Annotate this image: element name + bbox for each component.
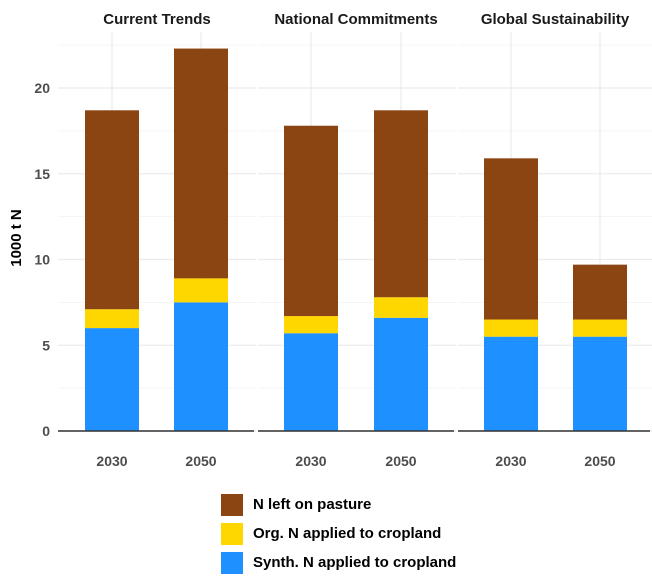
bar-global-sustainability-2050-series-0	[573, 336, 627, 431]
bar-national-commitments-2030-series-1	[284, 316, 338, 334]
legend-item-org-n: Org. N applied to cropland	[221, 519, 456, 548]
bar-current-trends-2030-series-0	[85, 328, 139, 431]
x-tick-label: 2050	[584, 453, 615, 469]
bar-global-sustainability-2050-series-1	[573, 319, 627, 337]
bar-national-commitments-2030-series-2	[284, 125, 338, 317]
y-axis-title: 1000 t N	[8, 209, 25, 267]
facet-title: Global Sustainability	[481, 11, 630, 28]
facet-title: National Commitments	[274, 11, 437, 28]
legend: N left on pasture Org. N applied to crop…	[221, 490, 456, 577]
legend-swatch-synth-n	[221, 551, 243, 574]
stacked-bar-chart: 0 5 10 15 20 1000 t N 2030 2050 Current Trends 20…	[8, 11, 652, 469]
bar-current-trends-2050-series-2	[174, 48, 228, 279]
legend-swatch-pasture	[221, 493, 243, 516]
x-tick-label: 2050	[385, 453, 416, 469]
facet-title: Current Trends	[103, 11, 211, 28]
bar-current-trends-2030-series-2	[85, 110, 139, 310]
bar-current-trends-2030-series-1	[85, 309, 139, 329]
bar-global-sustainability-2030-series-2	[484, 158, 538, 320]
legend-label-org-n: Org. N applied to cropland	[253, 525, 442, 542]
legend-label-pasture: N left on pasture	[253, 496, 372, 513]
x-tick-label: 2030	[295, 453, 326, 469]
legend-item-synth-n: Synth. N applied to cropland	[221, 548, 456, 577]
bar-national-commitments-2050-series-2	[374, 110, 428, 298]
bar-national-commitments-2050-series-1	[374, 297, 428, 318]
x-tick-label: 2050	[185, 453, 216, 469]
y-tick-label: 15	[34, 166, 50, 182]
legend-label-synth-n: Synth. N applied to cropland	[253, 554, 457, 571]
legend-item-pasture: N left on pasture	[221, 490, 456, 519]
y-tick-label: 10	[34, 252, 50, 268]
x-tick-label: 2030	[495, 453, 526, 469]
bar-global-sustainability-2030-series-1	[484, 319, 538, 337]
y-tick-label: 20	[34, 80, 50, 96]
y-tick-label: 0	[42, 423, 50, 439]
bar-current-trends-2050-series-0	[174, 302, 228, 431]
legend-swatch-org-n	[221, 522, 243, 545]
bar-global-sustainability-2030-series-0	[484, 336, 538, 431]
bar-current-trends-2050-series-1	[174, 278, 228, 303]
bar-national-commitments-2050-series-0	[374, 317, 428, 431]
x-tick-label: 2030	[96, 453, 127, 469]
bar-national-commitments-2030-series-0	[284, 333, 338, 431]
y-tick-label: 5	[42, 337, 50, 353]
bar-global-sustainability-2050-series-2	[573, 264, 627, 320]
